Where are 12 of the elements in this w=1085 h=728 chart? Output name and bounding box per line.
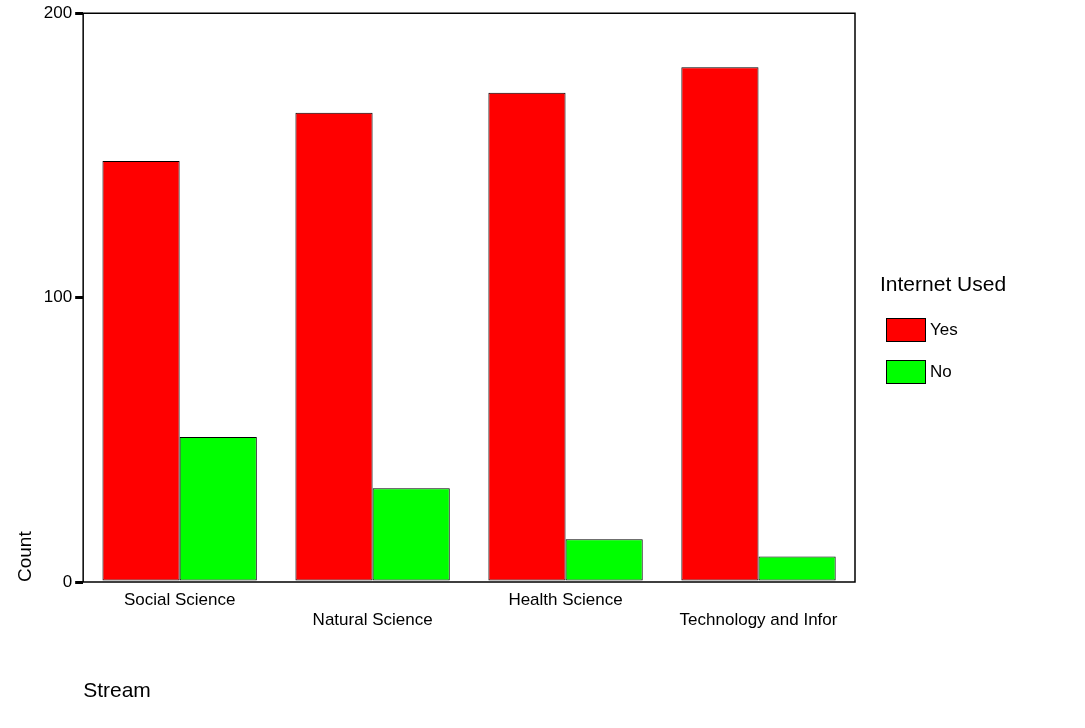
x-tick-label: Health Science bbox=[508, 589, 623, 609]
x-tick-label: Natural Science bbox=[312, 610, 433, 630]
legend-title: Internet Used bbox=[880, 272, 1007, 296]
y-tick-label: 0 bbox=[62, 571, 73, 591]
y-axis-title: Count bbox=[13, 530, 35, 582]
x-tick-label: Technology and Infor bbox=[679, 610, 838, 630]
legend-label: No bbox=[930, 362, 952, 382]
y-tick-label: 100 bbox=[43, 287, 73, 307]
x-tick-label: Social Science bbox=[123, 589, 236, 609]
x-axis-title: Stream bbox=[83, 678, 151, 702]
legend-label: Yes bbox=[930, 320, 958, 340]
y-tick-label: 200 bbox=[43, 2, 73, 22]
